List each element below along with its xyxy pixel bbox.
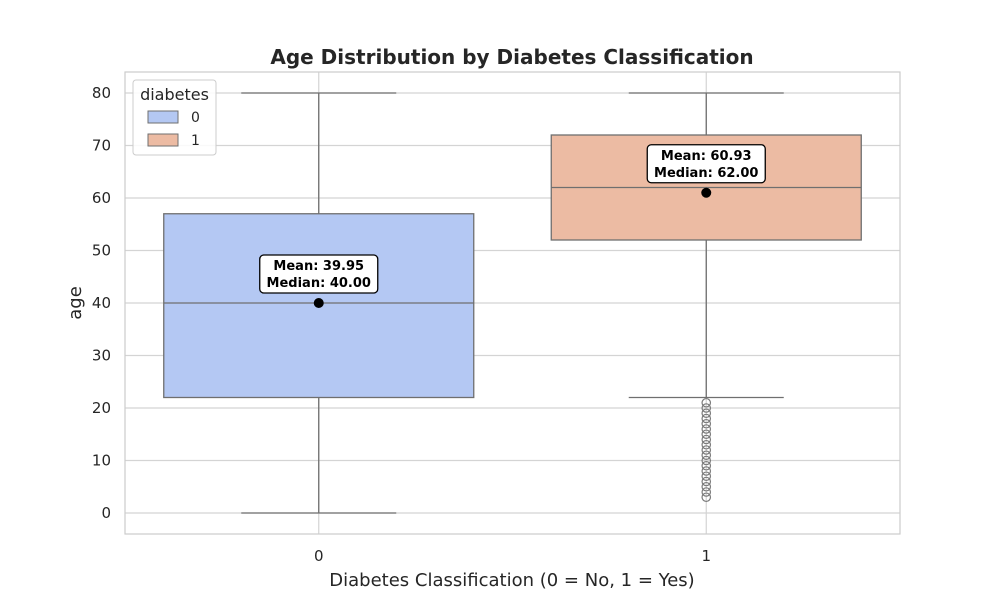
annotation-median: Median: 40.00 <box>267 276 371 291</box>
outlier-point <box>701 429 712 440</box>
annotation-box <box>646 144 766 184</box>
outlier-point <box>701 460 712 471</box>
outlier-point <box>701 413 712 424</box>
outlier-point <box>701 445 712 455</box>
annotation-0: Mean: 39.95 Median: 40.00 <box>259 254 379 294</box>
legend-swatch-0 <box>147 110 179 124</box>
y-tick-label: 30 <box>92 347 111 365</box>
outlier-point <box>701 403 712 413</box>
outlier-point <box>701 487 712 497</box>
mean-point <box>313 298 324 308</box>
legend-label-0: 0 <box>191 110 200 126</box>
legend: diabetes 0 1 <box>132 79 217 156</box>
legend-label-1: 1 <box>191 133 200 149</box>
x-axis-label: Diabetes Classification (0 = No, 1 = Yes… <box>329 570 694 591</box>
y-tick-label: 0 <box>101 504 111 522</box>
annotation-median: Median: 62.00 <box>654 166 758 181</box>
mean-point <box>701 187 712 198</box>
x-tick-label: 0 <box>314 547 324 565</box>
legend-swatch-1 <box>147 133 179 147</box>
y-tick-label: 80 <box>92 84 111 102</box>
outlier-point <box>701 466 712 476</box>
outlier-point <box>701 450 712 461</box>
outlier-point <box>701 408 712 419</box>
y-tick-label: 10 <box>92 452 111 470</box>
outlier-point <box>701 418 712 429</box>
annotation-box <box>259 254 379 294</box>
outlier-point <box>701 471 712 482</box>
y-tick-label: 40 <box>92 294 111 312</box>
outlier-point <box>701 434 712 445</box>
annotation-mean: Mean: 39.95 <box>273 259 364 274</box>
y-tick-label: 20 <box>92 399 111 417</box>
outlier-point <box>701 481 712 492</box>
y-tick-label: 50 <box>92 242 111 260</box>
chart-title: Age Distribution by Diabetes Classificat… <box>270 45 753 69</box>
outlier-point <box>701 439 712 450</box>
plot-frame <box>124 71 901 535</box>
outlier-point <box>701 455 712 466</box>
annotation-mean: Mean: 60.93 <box>661 149 752 164</box>
legend-title: diabetes <box>140 85 209 104</box>
outlier-point <box>701 492 712 503</box>
x-tick-label: 1 <box>701 547 711 565</box>
outlier-point <box>701 476 712 487</box>
y-tick-label: 60 <box>92 189 111 207</box>
annotation-1: Mean: 60.93 Median: 62.00 <box>646 144 766 184</box>
y-tick-label: 70 <box>92 137 111 155</box>
outlier-point <box>701 397 712 408</box>
outlier-point <box>701 424 712 434</box>
box-group-0 <box>163 92 475 514</box>
y-axis-label: age <box>65 286 86 320</box>
